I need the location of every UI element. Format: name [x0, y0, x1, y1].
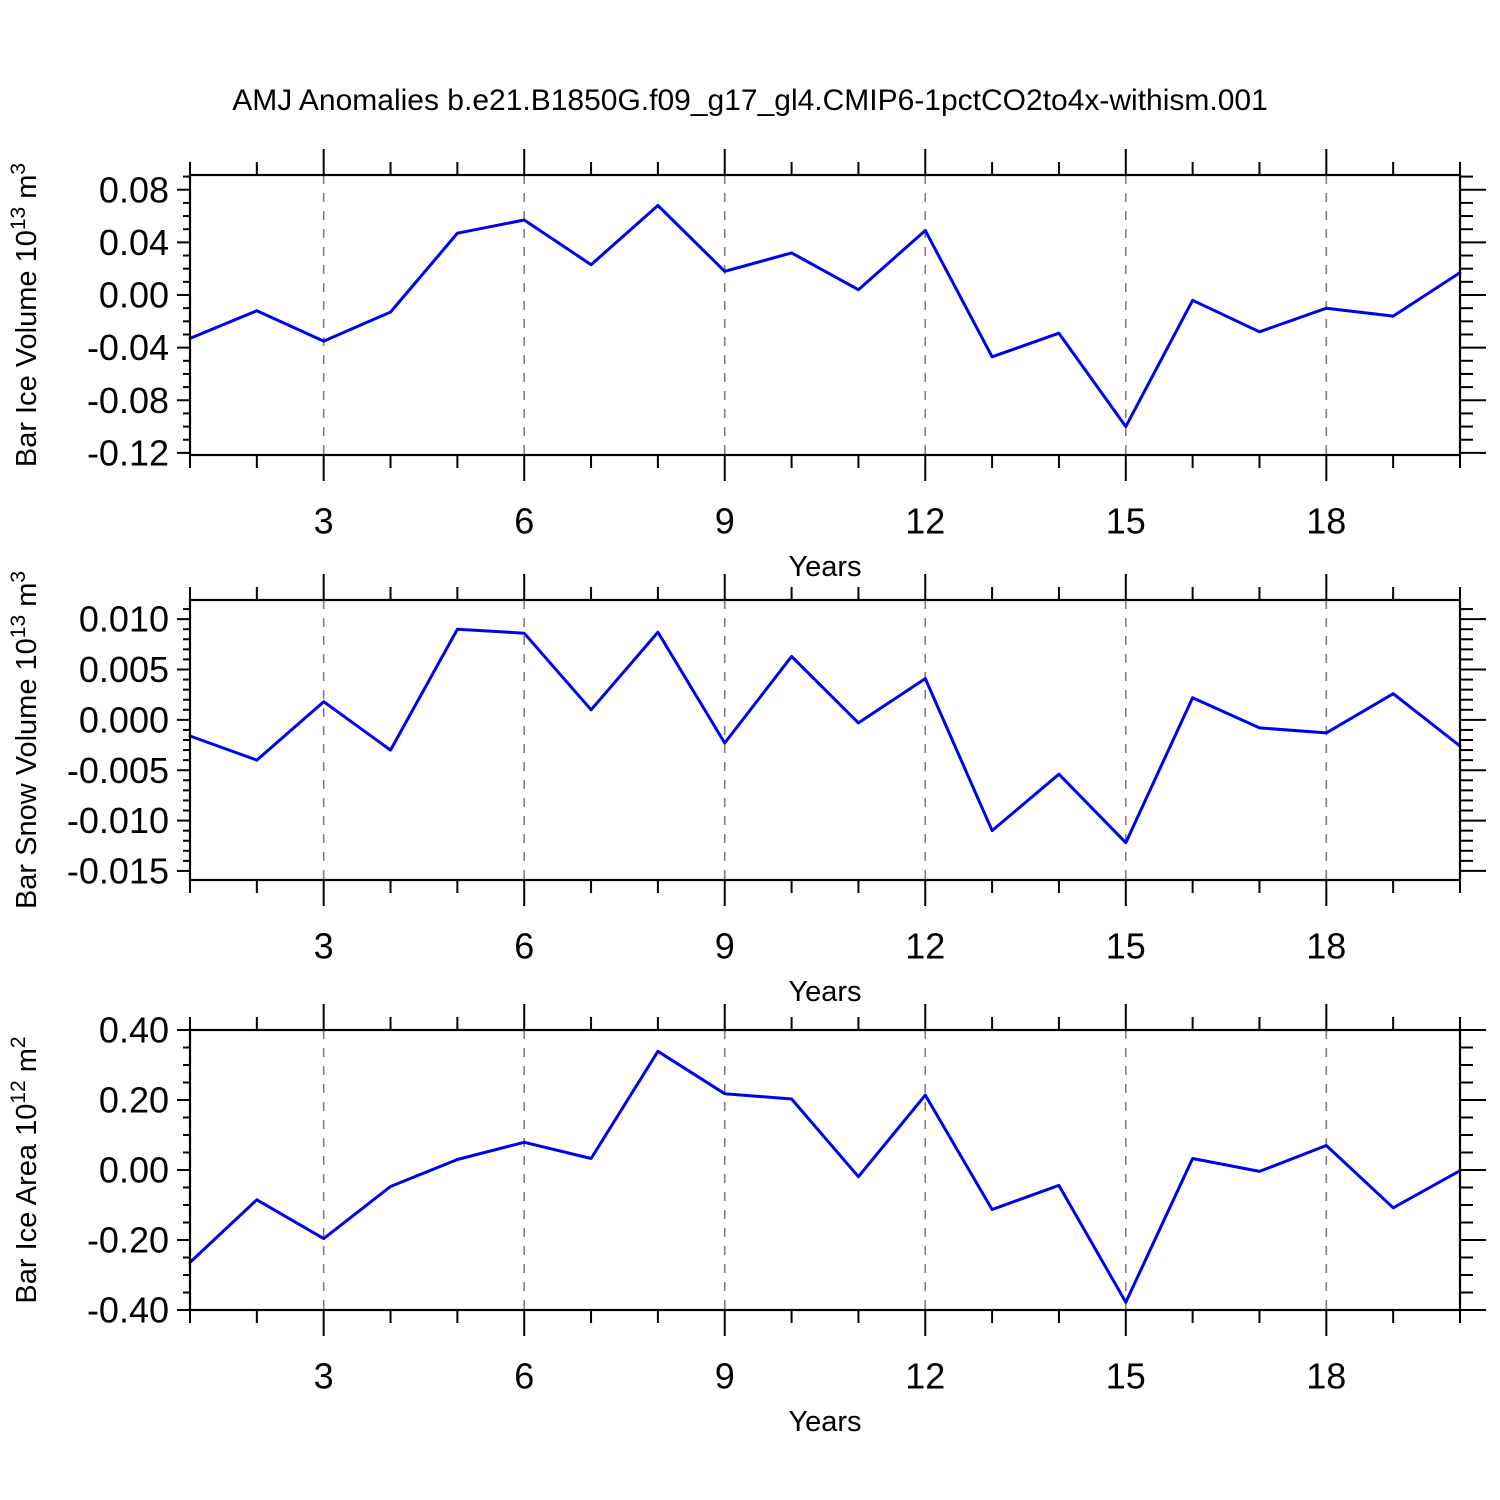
x-tick-label: 9	[715, 501, 735, 542]
y-tick-label: 0.00	[99, 275, 169, 316]
x-tick-labels: 3 6 9 12 15 18	[314, 1356, 1347, 1397]
x-tick-label: 12	[905, 501, 945, 542]
ice-volume-series-line	[188, 204, 1462, 429]
y-tick-label: -0.015	[67, 851, 169, 892]
x-axis-title: Years	[788, 551, 861, 583]
chart-panel-ice-volume: 0.08 0.04 0.00 -0.04 -0.08 -0.12 3 6 9 12 15 18 Year…	[7, 149, 1486, 583]
x-axis-title: Years	[788, 976, 861, 1008]
y-tick-label: 0.04	[99, 222, 169, 263]
y-tick-label: 0.000	[79, 699, 169, 740]
y-axis-title: Bar Snow Volume 1013 m3	[7, 571, 43, 909]
x-tick-label: 9	[715, 1356, 735, 1397]
y-tick-label: -0.20	[87, 1220, 169, 1261]
x-tick-label: 3	[314, 1356, 334, 1397]
ice-area-series-line	[188, 1049, 1462, 1304]
chart-panel-snow-volume: 0.010 0.005 0.000 -0.005 -0.010 -0.015 3 6 9 12 15…	[7, 571, 1486, 1008]
y-tick-label: -0.010	[67, 800, 169, 841]
x-tick-label: 3	[314, 501, 334, 542]
y-tick-label: 0.005	[79, 649, 169, 690]
y-tick-labels: 0.40 0.20 0.00 -0.20 -0.40	[87, 1010, 169, 1331]
y-axis-title: Bar Ice Volume 1013 m3	[7, 163, 43, 467]
axis-ticks	[177, 574, 1486, 906]
y-tick-label: -0.005	[67, 750, 169, 791]
y-tick-label: 0.08	[99, 169, 169, 210]
y-tick-labels: 0.010 0.005 0.000 -0.005 -0.010 -0.015	[67, 599, 169, 892]
y-tick-label: -0.12	[87, 432, 169, 473]
y-tick-label: 0.00	[99, 1150, 169, 1191]
gridlines	[322, 1030, 1328, 1310]
chart-panel-ice-area: 0.40 0.20 0.00 -0.20 -0.40 3 6 9 12 15 18 Years Bar …	[7, 1004, 1486, 1438]
x-tick-label: 6	[514, 926, 534, 967]
x-tick-label: 12	[905, 1356, 945, 1397]
x-tick-label: 3	[314, 926, 334, 967]
y-tick-label: 0.40	[99, 1010, 169, 1051]
x-tick-label: 9	[715, 926, 735, 967]
axis-ticks	[177, 149, 1486, 481]
x-tick-label: 6	[514, 501, 534, 542]
axis-ticks	[177, 1004, 1486, 1336]
x-tick-label: 6	[514, 1356, 534, 1397]
x-tick-label: 15	[1106, 1356, 1146, 1397]
x-tick-labels: 3 6 9 12 15 18	[314, 926, 1347, 967]
plot-frame	[188, 173, 1462, 457]
x-tick-label: 15	[1106, 926, 1146, 967]
y-tick-label: -0.08	[87, 380, 169, 421]
gridlines	[322, 175, 1328, 455]
snow-volume-series-line	[188, 627, 1462, 845]
x-tick-label: 12	[905, 926, 945, 967]
x-tick-labels: 3 6 9 12 15 18	[314, 501, 1347, 542]
x-tick-label: 18	[1306, 926, 1346, 967]
y-tick-label: -0.04	[87, 327, 169, 368]
y-tick-label: 0.010	[79, 599, 169, 640]
x-axis-title: Years	[788, 1406, 861, 1438]
gridlines	[322, 600, 1328, 880]
x-tick-label: 18	[1306, 1356, 1346, 1397]
y-tick-label: 0.20	[99, 1080, 169, 1121]
plot-frame	[188, 598, 1462, 882]
y-tick-label: -0.40	[87, 1290, 169, 1331]
plot-frame	[188, 1028, 1462, 1312]
x-tick-label: 18	[1306, 501, 1346, 542]
page-title: AMJ Anomalies b.e21.B1850G.f09_g17_gl4.C…	[232, 84, 1268, 117]
y-tick-labels: 0.08 0.04 0.00 -0.04 -0.08 -0.12	[87, 169, 169, 473]
x-tick-label: 15	[1106, 501, 1146, 542]
y-axis-title: Bar Ice Area 1012 m2	[7, 1036, 43, 1303]
